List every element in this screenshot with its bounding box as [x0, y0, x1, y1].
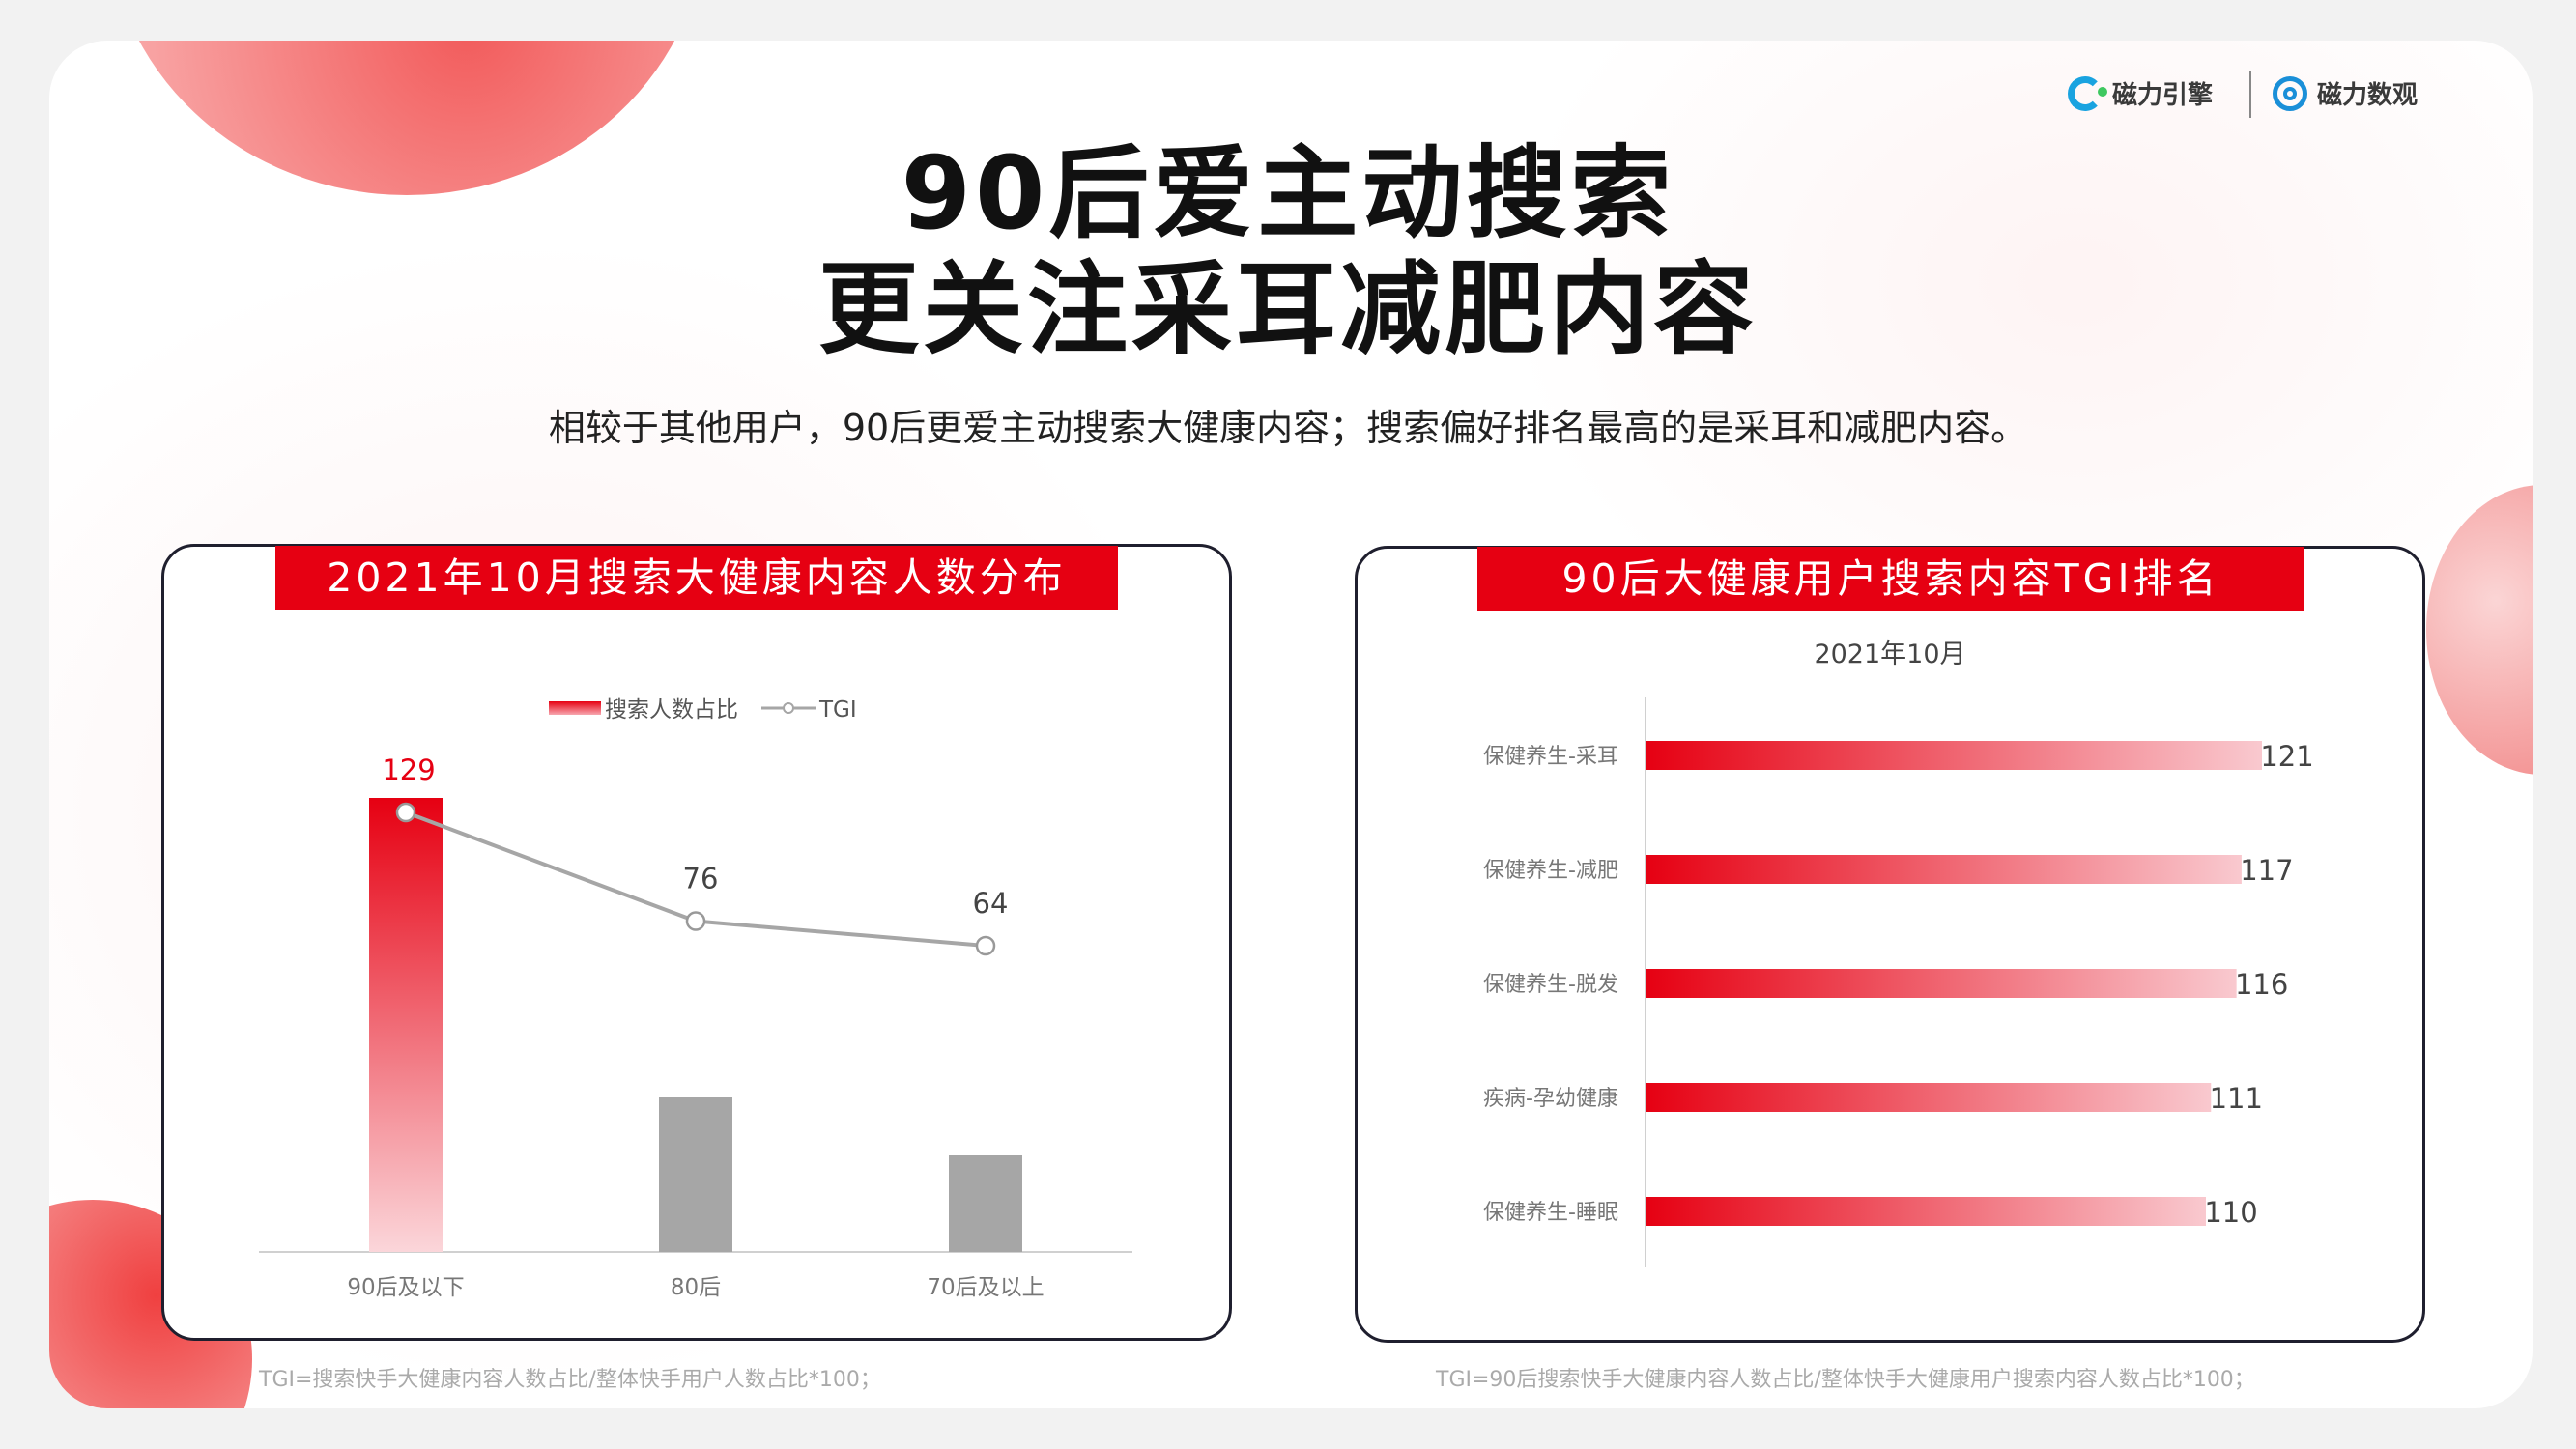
tgi-point	[975, 935, 996, 956]
cili-engine-logo-icon	[2068, 75, 2107, 111]
bar-value-label: 121	[2260, 740, 2313, 773]
x-tick-label: 70后及以上	[927, 1275, 1044, 1300]
legend-swatch-bar	[549, 701, 601, 715]
brand-cili-engine: 磁力引擎	[2068, 75, 2213, 111]
right-chart-title: 90后大健康用户搜索内容TGI排名	[1477, 547, 2304, 611]
y-tick-label: 保健养生-脱发	[1483, 973, 1618, 997]
tgi-data-label: 129	[382, 753, 435, 786]
legend-marker-line	[783, 702, 794, 714]
headline-line-1: 90后爱主动搜索	[901, 134, 1675, 252]
legend-label-bar: 搜索人数占比	[605, 697, 738, 723]
brand-divider	[2249, 71, 2251, 118]
bar-value-label: 111	[2210, 1082, 2263, 1115]
bar-疾病-孕幼健康	[1646, 1083, 2212, 1112]
left-chart-title: 2021年10月搜索大健康内容人数分布	[275, 546, 1118, 610]
subtitle: 相较于其他用户，90后更爱主动搜索大健康内容；搜索偏好排名最高的是采耳和减肥内容…	[548, 407, 2028, 449]
right-footnote: TGI=90后搜索快手大健康内容人数占比/整体快手大健康用户搜索内容人数占比*1…	[1436, 1368, 2255, 1392]
y-tick-label: 疾病-孕幼健康	[1483, 1087, 1618, 1111]
brand-label: 磁力引擎	[2112, 81, 2214, 110]
tgi-point	[685, 911, 706, 931]
left-footnote: TGI=搜索快手大健康内容人数占比/整体快手用户人数占比*100；	[259, 1368, 881, 1392]
bar-保健养生-脱发	[1646, 969, 2237, 998]
x-tick-label: 80后	[671, 1275, 721, 1300]
cili-shuguan-logo-icon	[2273, 75, 2307, 111]
tgi-data-label: 76	[683, 863, 719, 895]
bar-保健养生-睡眠	[1646, 1197, 2206, 1226]
tgi-data-label: 64	[973, 887, 1009, 920]
y-tick-label: 保健养生-睡眠	[1483, 1201, 1618, 1225]
bar-保健养生-减肥	[1646, 855, 2242, 884]
brand-label: 磁力数观	[2317, 81, 2419, 110]
legend-label-line: TGI	[818, 697, 857, 723]
bar-value-label: 117	[2240, 854, 2293, 887]
chart-subtitle: 2021年10月	[1814, 639, 1965, 669]
bar-保健养生-采耳	[1646, 741, 2262, 770]
y-tick-label: 保健养生-采耳	[1483, 745, 1618, 769]
bar-90后及以下	[369, 798, 443, 1252]
bar-value-label: 116	[2235, 968, 2288, 1001]
bar-value-label: 110	[2204, 1196, 2257, 1229]
bar-70后及以上	[949, 1155, 1022, 1252]
x-tick-label: 90后及以下	[347, 1275, 464, 1300]
bar-80后	[659, 1097, 732, 1252]
headline-line-2: 更关注采耳减肥内容	[817, 250, 1758, 368]
tgi-point	[395, 802, 416, 823]
y-tick-label: 保健养生-减肥	[1483, 859, 1618, 883]
brand-cili-shuguan: 磁力数观	[2273, 75, 2418, 111]
left-chart: 搜索人数占比 TGI 90后及以下 80后 70后及以上 129 76 64	[259, 697, 1132, 1300]
